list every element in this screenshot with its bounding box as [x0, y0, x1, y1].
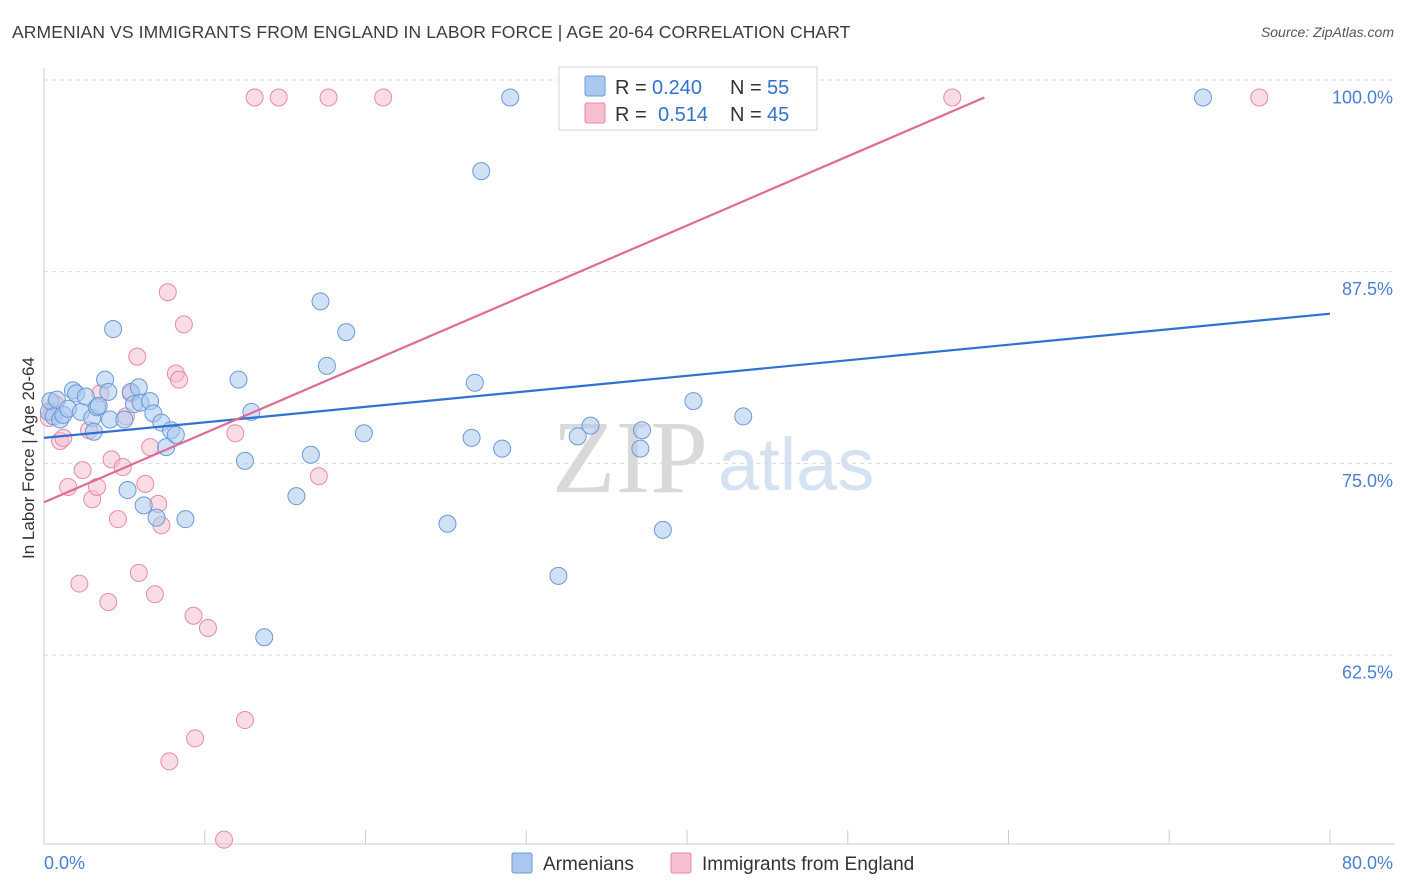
armenians-point: [242, 402, 261, 421]
armenians-point: [176, 510, 195, 529]
england-point: [226, 424, 245, 443]
armenians-point: [354, 424, 373, 443]
england-point: [128, 347, 147, 366]
y-tick-label: 75.0%: [1342, 471, 1393, 491]
legend-swatch-blue: [584, 75, 606, 97]
england-point: [309, 467, 328, 486]
y-axis-title: In Labor Force | Age 20-64: [19, 357, 38, 559]
armenians-point: [581, 416, 600, 435]
armenians-point: [301, 445, 320, 464]
england-point: [129, 563, 148, 582]
legend-r-value-1: 0.240: [652, 77, 702, 99]
england-point: [170, 370, 189, 389]
england-point: [160, 752, 179, 771]
legend-r-value-2: 0.514: [658, 104, 708, 126]
bottom-legend-swatch-armenians: [511, 852, 533, 874]
armenians-point: [653, 520, 672, 539]
england-point: [215, 830, 234, 849]
england-point: [184, 606, 203, 625]
legend-r-label-2: R =: [615, 104, 647, 126]
legend-n-label-1: N =: [730, 77, 762, 99]
armenians-point: [734, 407, 753, 426]
y-tick-label: 100.0%: [1332, 88, 1393, 108]
england-point: [136, 474, 155, 493]
armenians-point: [501, 88, 520, 107]
armenians-point: [1194, 88, 1213, 107]
england-point: [319, 88, 338, 107]
armenians-point: [549, 566, 568, 585]
england-point: [108, 510, 127, 529]
england-point: [145, 585, 164, 604]
england-point: [374, 88, 393, 107]
armenians-point: [99, 382, 118, 401]
armenians-point: [104, 320, 123, 339]
armenians-point: [134, 496, 153, 515]
armenians-point: [493, 439, 512, 458]
series-legend: Armenians Immigrants from England: [511, 852, 914, 875]
england-point: [198, 619, 217, 638]
legend-n-label-2: N =: [730, 104, 762, 126]
x-axis-ticks: [43, 830, 1331, 844]
legend-n-value-2: 45: [767, 104, 789, 126]
legend-n-value-1: 55: [767, 77, 789, 99]
stats-legend: R = 0.240 N = 55 R = 0.514 N = 45: [558, 66, 818, 131]
bottom-legend-swatch-england: [670, 852, 692, 874]
watermark-zip: ZIP: [552, 400, 708, 515]
armenians-point: [118, 481, 137, 500]
x-tick-label-min: 0.0%: [44, 853, 85, 873]
trend-lines: [43, 96, 1331, 504]
armenians-point: [462, 428, 481, 447]
armenians-point: [465, 373, 484, 392]
england-point: [54, 428, 73, 447]
armenians-point: [166, 425, 185, 444]
legend-swatch-pink: [584, 102, 606, 124]
armenians-point: [147, 508, 166, 527]
watermark-atlas: atlas: [718, 423, 874, 506]
armenians-point: [115, 410, 134, 429]
armenians-point: [632, 421, 651, 440]
armenians-point: [438, 514, 457, 533]
bottom-legend-label-armenians: Armenians: [543, 854, 634, 875]
armenians-point: [317, 356, 336, 375]
england-point: [174, 315, 193, 334]
england-point: [70, 574, 89, 593]
armenians-point: [311, 292, 330, 311]
england-point: [158, 283, 177, 302]
armenians-point: [229, 370, 248, 389]
armenians-trend-line: [43, 312, 1331, 439]
gridlines: [44, 79, 1395, 656]
england-point: [113, 458, 132, 477]
source-credit: Source: ZipAtlas.com: [1260, 24, 1394, 40]
armenians-point: [631, 439, 650, 458]
england-point: [186, 729, 205, 748]
legend-r-label-1: R =: [615, 77, 647, 99]
bottom-legend-label-england: Immigrants from England: [702, 854, 914, 875]
armenians-point: [337, 323, 356, 342]
chart-title: ARMENIAN VS IMMIGRANTS FROM ENGLAND IN L…: [12, 22, 851, 42]
armenians-point: [287, 487, 306, 506]
armenians-point: [76, 387, 95, 406]
armenians-point: [255, 628, 274, 647]
armenians-point: [568, 427, 587, 446]
england-point: [245, 88, 264, 107]
series-armenians: [39, 88, 1213, 647]
axes: [43, 68, 1395, 845]
y-tick-labels: 62.5% 75.0% 87.5% 100.0%: [1332, 88, 1393, 683]
england-point: [235, 711, 254, 730]
armenians-point: [472, 162, 491, 181]
england-point: [99, 592, 118, 611]
england-trend-line: [43, 96, 985, 504]
england-point: [269, 88, 288, 107]
england-point: [1250, 88, 1269, 107]
england-point: [73, 461, 92, 480]
x-tick-label-max: 80.0%: [1342, 853, 1393, 873]
armenians-point: [235, 451, 254, 470]
y-tick-label: 87.5%: [1342, 279, 1393, 299]
y-tick-label: 62.5%: [1342, 663, 1393, 683]
armenians-point: [684, 392, 703, 411]
england-point: [943, 88, 962, 107]
armenians-point: [89, 396, 108, 415]
armenians-point: [129, 378, 148, 397]
